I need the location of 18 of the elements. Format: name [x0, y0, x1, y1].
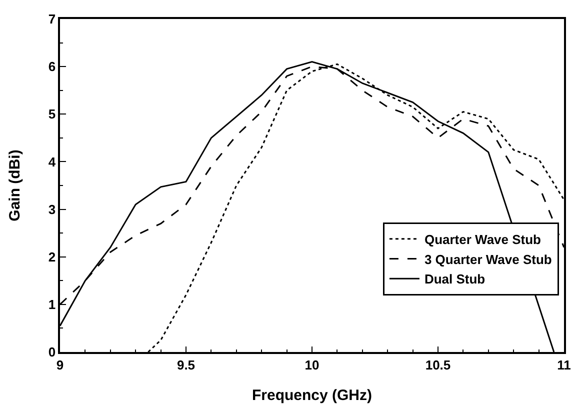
legend-label: Dual Stub — [424, 272, 486, 287]
x-tick-label: 11 — [557, 357, 571, 372]
y-tick-label: 5 — [48, 106, 56, 122]
x-tick-label: 9 — [56, 357, 64, 372]
y-tick-label: 3 — [48, 202, 56, 217]
legend-label: Quarter Wave Stub — [424, 232, 542, 247]
y-tick-label: 4 — [48, 154, 56, 170]
legend-label: 3 Quarter Wave Stub — [424, 252, 552, 267]
y-tick-label: 2 — [48, 249, 56, 264]
y-tick-label: 6 — [48, 59, 56, 74]
x-axis-title: Frequency (GHz) — [252, 387, 372, 404]
x-tick-label: 10.5 — [425, 357, 451, 372]
y-tick-label: 1 — [48, 296, 56, 312]
y-tick-label: 0 — [48, 344, 56, 360]
y-axis-title: Gain (dBi) — [6, 150, 24, 222]
x-tick-label: 9.5 — [176, 357, 196, 372]
y-tick-label: 7 — [48, 12, 56, 27]
x-tick-label: 10 — [304, 357, 320, 372]
